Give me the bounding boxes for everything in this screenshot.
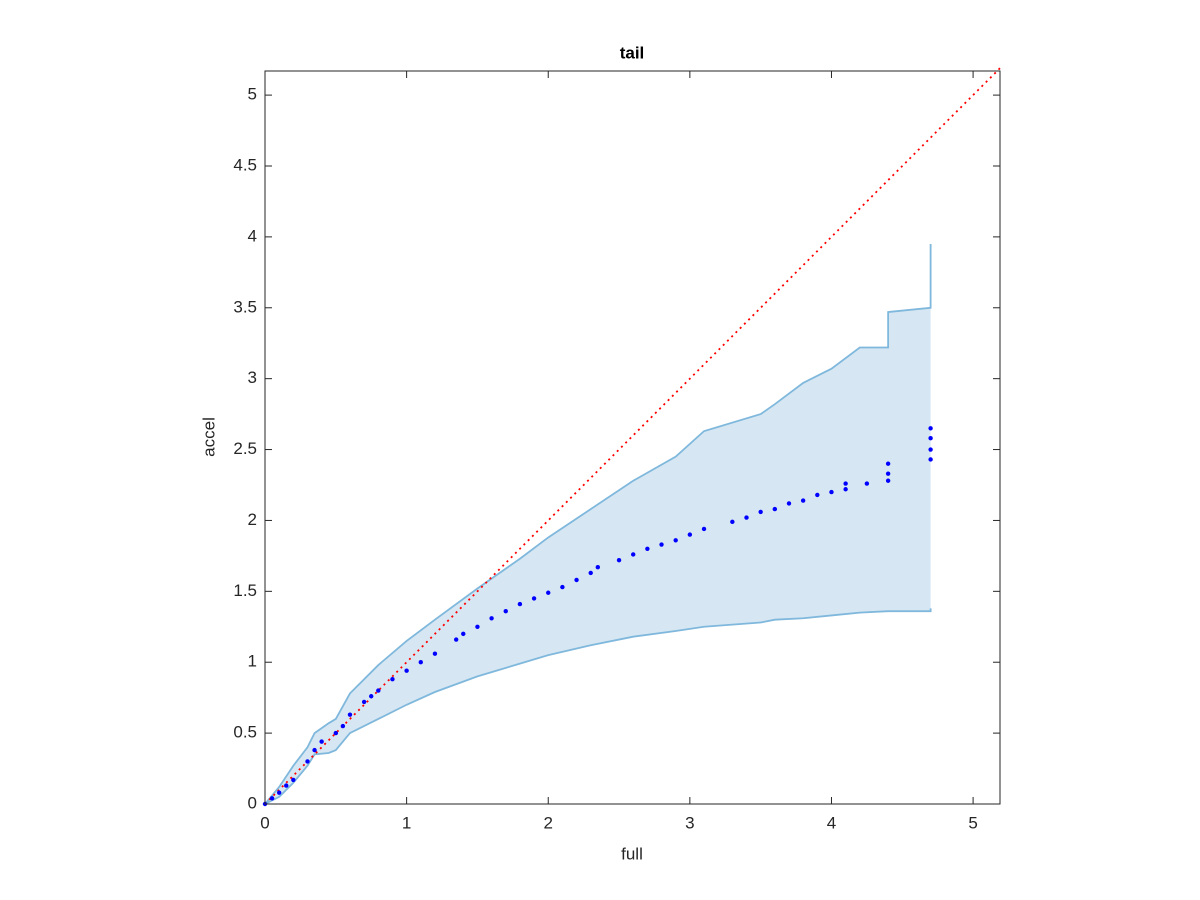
point (489, 616, 494, 621)
point (786, 501, 792, 506)
point (404, 668, 409, 673)
point (390, 677, 395, 682)
point (701, 526, 707, 532)
point (885, 471, 891, 476)
point (376, 688, 381, 693)
x-tick-label: 5 (968, 813, 977, 832)
point (432, 651, 438, 656)
point (928, 457, 933, 462)
point (730, 519, 735, 525)
point (687, 532, 693, 537)
point (312, 747, 317, 753)
point (885, 461, 891, 466)
point (800, 498, 806, 503)
point (333, 730, 339, 736)
point (546, 590, 551, 595)
point (418, 660, 423, 665)
point (475, 624, 480, 629)
y-tick-label: 0 (248, 793, 257, 812)
point (305, 759, 310, 764)
point (284, 783, 289, 788)
point (347, 712, 353, 717)
point (517, 601, 523, 607)
point (815, 492, 820, 498)
point (885, 478, 891, 483)
point (503, 608, 508, 614)
point (461, 631, 466, 637)
point (928, 436, 933, 441)
y-tick-label: 2.5 (233, 439, 257, 458)
point (758, 509, 763, 515)
point (361, 699, 367, 705)
y-axis-label: accel (199, 417, 218, 457)
x-axis-label: full (621, 844, 643, 863)
point (843, 487, 848, 492)
y-tick-label: 4 (248, 226, 257, 245)
y-tick-label: 0.5 (233, 723, 257, 742)
y-tick-label: 1.5 (233, 581, 257, 600)
point (369, 694, 374, 699)
y-tick-label: 5 (248, 85, 257, 104)
point (616, 557, 622, 563)
point (631, 552, 636, 557)
y-tick-label: 1 (248, 652, 257, 671)
band-lower (264, 608, 932, 805)
point (673, 538, 678, 543)
point (928, 447, 933, 452)
point (340, 723, 346, 729)
point (772, 506, 778, 512)
x-tick-label: 3 (685, 813, 694, 832)
x-tick-label: 4 (827, 813, 836, 832)
point (659, 542, 664, 547)
point (269, 796, 275, 801)
point (574, 577, 579, 583)
x-tick-label: 2 (544, 813, 553, 832)
band-fill (265, 243, 931, 804)
point (595, 565, 601, 570)
point (645, 546, 650, 551)
x-tick-label: 1 (402, 813, 411, 832)
point (291, 777, 296, 783)
y-tick-label: 2 (248, 510, 257, 529)
x-tick-label: 0 (260, 813, 269, 832)
point (276, 790, 282, 795)
point (744, 515, 749, 520)
band-upper (264, 243, 932, 805)
chart-title: tail (620, 43, 645, 62)
y-tick-label: 4.5 (233, 155, 257, 174)
point (829, 489, 834, 495)
axes-box (264, 70, 1001, 805)
point (319, 739, 324, 744)
y-tick-label: 3.5 (233, 297, 257, 316)
point (531, 596, 537, 601)
point (560, 584, 565, 590)
point (453, 637, 459, 642)
y-tick-label: 3 (248, 368, 257, 387)
point (928, 426, 933, 431)
point (864, 481, 870, 486)
point (843, 481, 848, 486)
point (588, 570, 593, 576)
